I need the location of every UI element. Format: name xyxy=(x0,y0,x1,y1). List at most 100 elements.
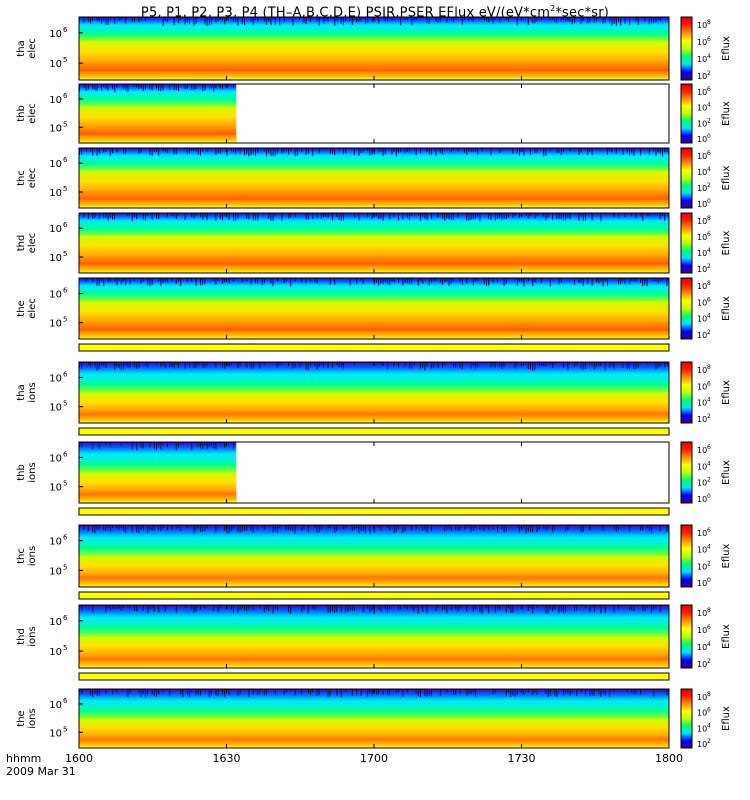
colorbar xyxy=(680,277,693,340)
colorbar-tick-label: 10 xyxy=(697,217,707,226)
colorbar-tick-label: 10 xyxy=(697,233,707,242)
colorbar-tick-exponent: 4 xyxy=(707,166,711,173)
separator-band xyxy=(78,672,670,681)
colorbar-tick-exponent: 8 xyxy=(707,19,711,26)
colorbar-tick-label: 10 xyxy=(697,382,707,391)
spectrogram-band-low xyxy=(79,264,669,273)
spectrogram-band-low xyxy=(79,659,669,668)
y-label-probe: thb xyxy=(16,464,27,481)
colorbar-tick-exponent: 6 xyxy=(707,86,711,93)
colorbar-label: Eflux xyxy=(721,460,732,485)
colorbar-tick-label: 10 xyxy=(697,282,707,291)
colorbar-tick-exponent: 4 xyxy=(707,102,711,109)
colorbar-tick-exponent: 6 xyxy=(707,707,711,714)
y-label-probe: thc xyxy=(16,170,27,186)
colorbar-tick-exponent: 0 xyxy=(707,577,711,584)
separator-band xyxy=(78,343,670,352)
colorbar-tick-exponent: 2 xyxy=(707,413,711,420)
colorbar-tick-exponent: 0 xyxy=(707,493,711,500)
y-tick-exponent: 5 xyxy=(63,185,67,193)
colorbar-tick-label: 10 xyxy=(697,315,707,324)
spectrogram-band xyxy=(79,221,669,237)
colorbar xyxy=(680,361,693,424)
colorbar-label: Eflux xyxy=(721,706,732,731)
x-tick-label: 1600 xyxy=(65,752,93,765)
y-tick-label: 10 xyxy=(49,224,62,235)
noise-streaks xyxy=(81,605,661,614)
y-tick-label: 10 xyxy=(49,289,62,300)
colorbar-label: Eflux xyxy=(721,36,732,61)
colorbar-label: Eflux xyxy=(721,296,732,321)
colorbar-tick-exponent: 6 xyxy=(707,36,711,43)
separator-band xyxy=(78,507,670,516)
colorbar-tick-exponent: 2 xyxy=(707,263,711,270)
colorbar-tick-label: 10 xyxy=(697,724,707,733)
spectrogram-band xyxy=(79,718,669,737)
spectrogram-band-low xyxy=(79,739,669,748)
y-tick-label: 10 xyxy=(49,617,62,628)
y-label-species: ions xyxy=(27,546,38,566)
separator-band xyxy=(78,427,670,436)
y-tick-label: 10 xyxy=(49,188,62,199)
colorbar-tick-label: 10 xyxy=(697,626,707,635)
y-tick-exponent: 6 xyxy=(63,450,68,458)
spectrogram-band-low xyxy=(79,578,669,587)
y-label-probe: thd xyxy=(16,628,27,645)
y-tick-exponent: 5 xyxy=(63,56,67,64)
colorbar-tick-exponent: 2 xyxy=(707,117,711,124)
colorbar-tick-label: 10 xyxy=(697,643,707,652)
colorbar-tick-exponent: 2 xyxy=(707,560,711,567)
time-axis-unit-label: hhmm xyxy=(6,752,42,765)
y-tick-exponent: 6 xyxy=(63,286,68,294)
spectrogram-band xyxy=(79,301,669,323)
y-tick-label: 10 xyxy=(49,537,62,548)
colorbar-tick-exponent: 6 xyxy=(707,624,711,631)
colorbar-tick-label: 10 xyxy=(697,88,707,97)
y-label-probe: tha xyxy=(16,40,27,56)
colorbar-tick-exponent: 0 xyxy=(707,133,711,140)
y-label-species: elec xyxy=(27,103,38,124)
colorbar-tick-exponent: 8 xyxy=(707,607,711,614)
colorbar-tick-label: 10 xyxy=(697,366,707,375)
spectrogram-band xyxy=(79,235,669,257)
y-tick-label: 10 xyxy=(49,373,62,384)
colorbar-tick-label: 10 xyxy=(697,104,707,113)
y-tick-exponent: 5 xyxy=(63,120,67,128)
y-tick-label: 10 xyxy=(49,123,62,134)
y-label-probe: thd xyxy=(16,235,27,252)
spectrogram-band xyxy=(79,442,237,456)
y-tick-label: 10 xyxy=(49,483,62,494)
colorbar xyxy=(680,16,693,81)
y-tick-label: 10 xyxy=(49,403,62,414)
y-tick-exponent: 6 xyxy=(63,614,68,622)
colorbar-tick-label: 10 xyxy=(697,462,707,471)
colorbar-tick-exponent: 4 xyxy=(707,641,711,648)
spectrogram-band xyxy=(79,92,237,107)
y-label-species: ions xyxy=(27,462,38,482)
y-label-probe: thb xyxy=(16,105,27,122)
spectrogram-band xyxy=(79,556,669,576)
colorbar-tick-exponent: 2 xyxy=(707,477,711,484)
colorbar-label: Eflux xyxy=(721,624,732,649)
spectrogram-band xyxy=(79,392,669,412)
spectrogram-band-low xyxy=(79,494,237,503)
y-tick-exponent: 5 xyxy=(63,316,67,324)
colorbar-tick-label: 10 xyxy=(697,562,707,571)
colorbar xyxy=(680,688,693,749)
colorbar-tick-exponent: 6 xyxy=(707,231,711,238)
colorbar-tick-label: 10 xyxy=(697,495,707,504)
colorbar-tick-label: 10 xyxy=(697,579,707,588)
colorbar-tick-exponent: 2 xyxy=(707,738,711,745)
y-tick-exponent: 6 xyxy=(63,697,68,705)
colorbar-tick-label: 10 xyxy=(697,660,707,669)
colorbar xyxy=(680,604,693,669)
colorbar-tick-exponent: 2 xyxy=(707,329,711,336)
y-tick-label: 10 xyxy=(49,453,62,464)
spectrogram-band-low xyxy=(79,199,669,208)
noise-streaks xyxy=(83,17,661,26)
y-label-species: elec xyxy=(27,38,38,59)
